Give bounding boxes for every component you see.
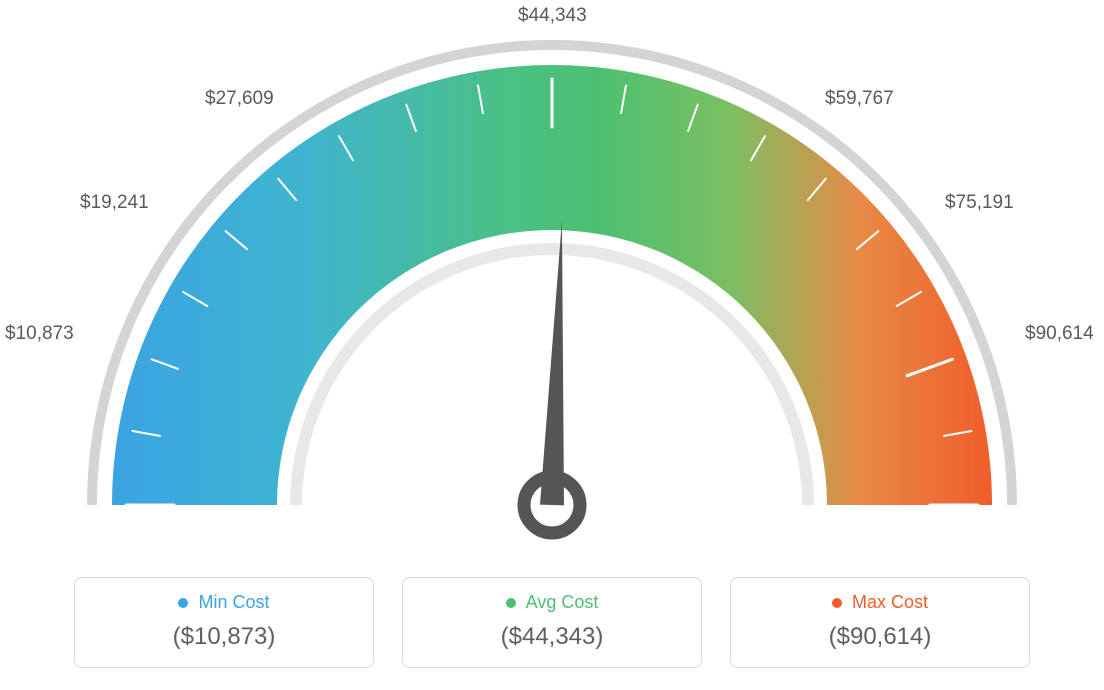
avg-cost-title-row: Avg Cost — [506, 592, 599, 613]
min-cost-value: ($10,873) — [173, 623, 276, 651]
gauge-tick-label: $19,241 — [80, 192, 149, 214]
max-cost-title: Max Cost — [852, 592, 928, 613]
max-cost-title-row: Max Cost — [832, 592, 928, 613]
gauge-tick-label: $27,609 — [205, 88, 274, 110]
summary-cards: Min Cost ($10,873) Avg Cost ($44,343) Ma… — [0, 577, 1104, 668]
gauge-tick-label: $10,873 — [5, 323, 74, 345]
min-cost-card: Min Cost ($10,873) — [74, 577, 374, 668]
avg-dot-icon — [506, 598, 516, 608]
min-cost-title-row: Min Cost — [178, 592, 269, 613]
cost-gauge — [0, 0, 1104, 555]
min-cost-title: Min Cost — [198, 592, 269, 613]
gauge-tick-label: $90,614 — [1025, 323, 1094, 345]
max-cost-value: ($90,614) — [829, 623, 932, 651]
avg-cost-title: Avg Cost — [526, 592, 599, 613]
min-dot-icon — [178, 598, 188, 608]
gauge-tick-label: $59,767 — [825, 88, 894, 110]
avg-cost-card: Avg Cost ($44,343) — [402, 577, 702, 668]
gauge-tick-label: $75,191 — [945, 192, 1014, 214]
avg-cost-value: ($44,343) — [501, 623, 604, 651]
max-cost-card: Max Cost ($90,614) — [730, 577, 1030, 668]
max-dot-icon — [832, 598, 842, 608]
gauge-svg — [0, 0, 1104, 555]
gauge-tick-label: $44,343 — [518, 5, 587, 27]
